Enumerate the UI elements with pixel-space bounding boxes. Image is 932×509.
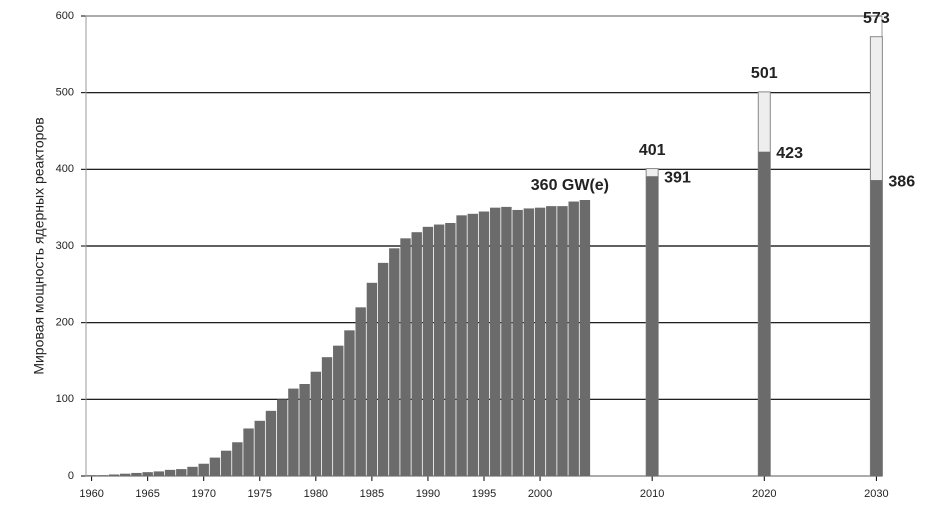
bar: [870, 180, 883, 477]
bar: [646, 176, 659, 476]
bar: [546, 206, 557, 476]
bar: [310, 371, 322, 476]
bar: [209, 457, 221, 476]
bar: [120, 473, 131, 476]
data-label: 573: [863, 10, 890, 27]
bar: [490, 207, 501, 476]
x-tick-label: 1975: [248, 488, 272, 500]
bar: [198, 463, 209, 476]
bar: [758, 151, 771, 476]
bar: [568, 201, 579, 477]
y-tick-label: 300: [56, 240, 74, 252]
bar: [153, 471, 165, 476]
bar: [422, 226, 434, 476]
x-tick-label: 1985: [360, 488, 384, 500]
bar: [534, 207, 546, 476]
bar: [232, 442, 243, 476]
y-tick-label: 600: [56, 10, 74, 22]
y-tick-label: 400: [56, 163, 74, 175]
bar: [445, 223, 456, 476]
data-label: 423: [776, 145, 803, 162]
x-tick-label: 1965: [135, 488, 159, 500]
bar: [299, 384, 310, 476]
x-tick-label: 2020: [752, 488, 776, 500]
bar: [333, 345, 344, 476]
bar: [523, 208, 535, 476]
bar: [254, 420, 265, 476]
y-tick-label: 0: [68, 470, 74, 482]
bar: [131, 472, 142, 476]
bar: [467, 213, 478, 477]
bar: [501, 206, 512, 476]
data-label: 401: [639, 142, 666, 159]
data-label: 360 GW(e): [531, 177, 609, 194]
bar: [400, 238, 411, 476]
bar: [321, 357, 333, 476]
bar: [220, 450, 232, 476]
x-tick-label: 2000: [528, 488, 552, 500]
y-tick-label: 100: [56, 393, 74, 405]
bar: [478, 211, 490, 476]
bar: [377, 262, 389, 476]
data-label: 386: [888, 173, 915, 190]
x-tick-label: 1995: [472, 488, 496, 500]
bar: [97, 475, 109, 476]
x-tick-label: 1960: [79, 488, 103, 500]
bar: [187, 466, 198, 476]
bar: [366, 282, 378, 476]
bar: [243, 428, 254, 476]
x-tick-label: 1970: [191, 488, 215, 500]
y-axis-label: Мировая мощность ядерных реакторов: [31, 117, 47, 374]
bar: [176, 469, 187, 476]
x-tick-label: 2010: [640, 488, 664, 500]
bar: [456, 215, 467, 477]
data-label: 501: [751, 65, 778, 82]
bar: [557, 206, 568, 476]
y-tick-label: 500: [56, 87, 74, 99]
bar: [164, 469, 176, 476]
bar: [288, 388, 299, 476]
bar: [142, 472, 153, 476]
x-tick-label: 2030: [864, 488, 888, 500]
bar: [265, 410, 277, 476]
x-tick-label: 1980: [304, 488, 328, 500]
bar: [411, 232, 422, 476]
bar: [355, 307, 366, 476]
bar: [433, 224, 445, 476]
x-tick-label: 1990: [416, 488, 440, 500]
bar: [579, 200, 591, 476]
data-label: 391: [664, 169, 691, 186]
bar: [86, 475, 97, 476]
y-tick-label: 200: [56, 317, 74, 329]
bar: [108, 474, 120, 476]
bar: [276, 399, 288, 476]
bar: [344, 330, 355, 476]
bar: [389, 248, 400, 476]
bar: [512, 209, 523, 476]
